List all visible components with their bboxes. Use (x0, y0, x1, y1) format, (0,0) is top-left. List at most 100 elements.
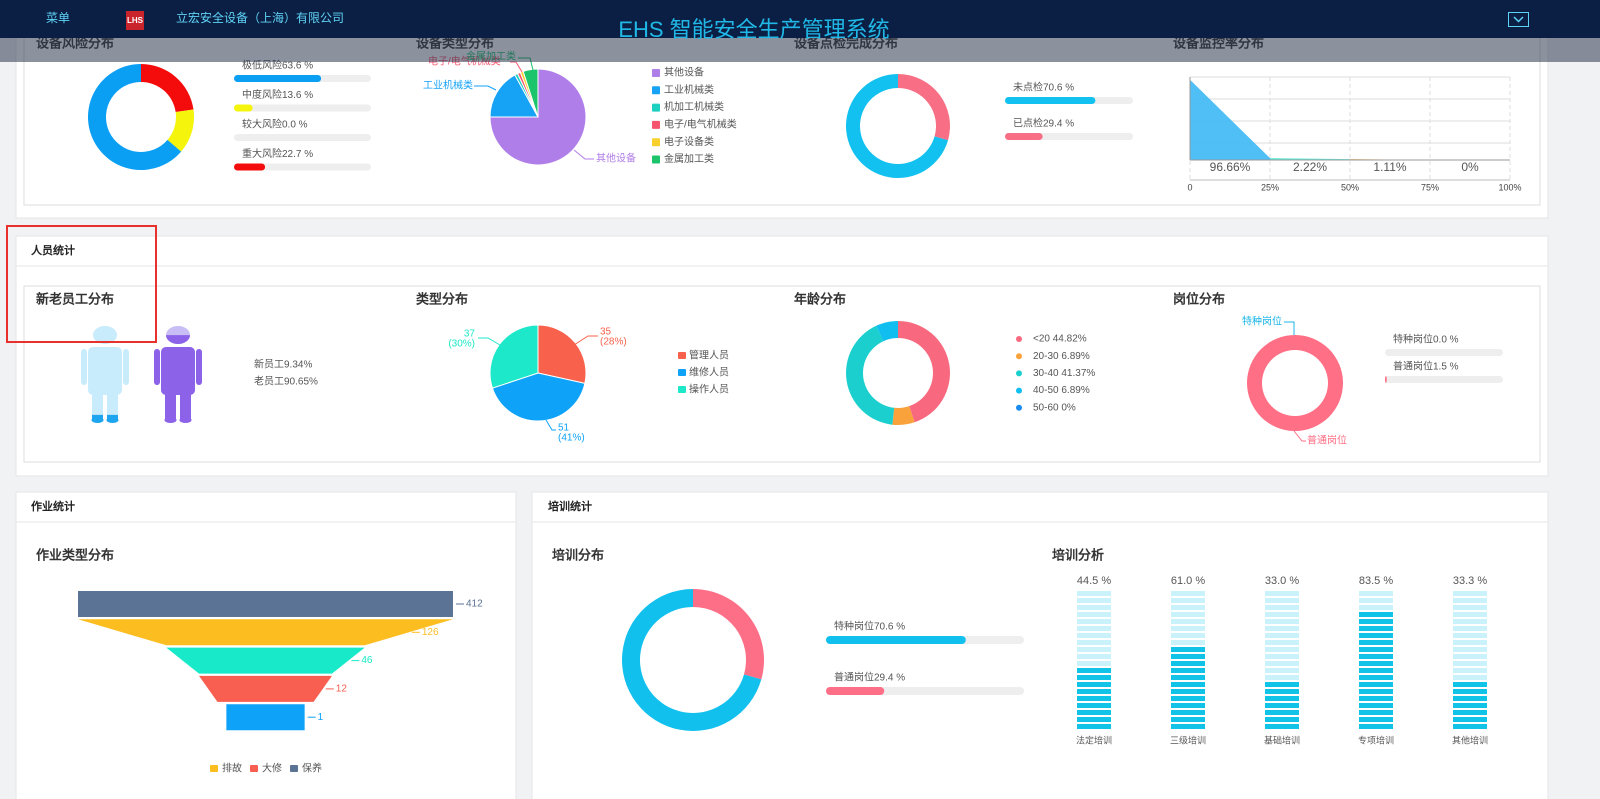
legend-label: 管理人员 (689, 349, 729, 362)
icon-part (91, 417, 104, 423)
bar-segment (1453, 689, 1487, 694)
bar-track-segment (1077, 612, 1111, 617)
bar (1453, 682, 1487, 729)
company-name: 立宏安全设备（上海）有限公司 (176, 10, 344, 25)
slice (1247, 335, 1343, 431)
legend-label: 20-30 6.89% (1033, 351, 1090, 362)
bar-track (234, 134, 371, 141)
bar-label: 未点检70.6 % (1013, 81, 1074, 94)
bar-track-segment (1265, 675, 1299, 680)
bar-segment (1265, 717, 1299, 722)
legend-label: 工业机械类 (664, 83, 714, 96)
legend-swatch (652, 155, 660, 164)
legend-label: 保养 (302, 762, 322, 775)
legend-dot (1016, 336, 1022, 342)
bar-segment (1077, 675, 1111, 680)
value-label: 44.5 % (1077, 575, 1111, 587)
x-tick-label: 其他培训 (1452, 734, 1488, 745)
system-title: EHS 智能安全生产管理系统 (618, 17, 889, 42)
callout-line (573, 335, 598, 346)
x-tick-label: 0 (1187, 182, 1192, 192)
bar-track-segment (1453, 661, 1487, 666)
pie-value: 37 (464, 329, 476, 340)
icon-part (88, 347, 122, 395)
bar-track-segment (1453, 668, 1487, 673)
bar-track (234, 104, 371, 112)
bar-segment (1359, 640, 1393, 645)
legend-swatch (250, 765, 258, 772)
bar-track-segment (1453, 654, 1487, 659)
legend-dot (1016, 370, 1022, 377)
bar (1005, 97, 1096, 104)
bar (234, 163, 266, 171)
header-bar (0, 0, 1600, 38)
icon-part (179, 417, 192, 423)
bar-segment (1171, 675, 1205, 680)
value-label: 61.0 % (1171, 575, 1205, 587)
menu-button[interactable]: 菜单 (46, 11, 70, 25)
panel-title: 作业类型分布 (36, 547, 114, 562)
panel-title: 新老员工分布 (36, 291, 114, 306)
bar-track-segment (1171, 619, 1205, 624)
legend-label: 金属加工类 (664, 152, 714, 165)
bar-segment (1171, 724, 1205, 729)
slice (876, 321, 898, 342)
x-tick-label: 专项培训 (1358, 734, 1394, 745)
bar-segment (1359, 696, 1393, 701)
icon-part (196, 349, 202, 385)
bar-segment (1171, 717, 1205, 722)
legend-label: 排故 (222, 762, 242, 775)
bar-segment (1359, 668, 1393, 673)
bar-segment (1077, 717, 1111, 722)
legend-swatch (652, 86, 660, 95)
bar-track-segment (1265, 661, 1299, 666)
panel-title: 培训分析 (1052, 547, 1104, 562)
x-tick-label: 法定培训 (1076, 734, 1112, 745)
funnel-segment (199, 675, 332, 702)
value-label: 1.11% (1373, 160, 1406, 174)
bar-track-segment (1453, 633, 1487, 638)
funnel-label: 12 (336, 684, 348, 695)
bar-segment (1359, 710, 1393, 715)
dropdown-button[interactable] (1508, 12, 1529, 27)
value-label: 33.3 % (1453, 575, 1487, 587)
bar-track-segment (1265, 654, 1299, 659)
bar-label: 重大风险22.7 % (242, 147, 313, 160)
icon-part (107, 393, 118, 420)
bar-track-segment (1077, 647, 1111, 652)
bar-segment (1359, 633, 1393, 638)
x-tick-label: 50% (1341, 182, 1359, 192)
bar-segment (1265, 724, 1299, 729)
bar-segment (1077, 703, 1111, 708)
bar-segment (1171, 689, 1205, 694)
panel-title: 年龄分布 (794, 291, 846, 306)
legend-label: 维修人员 (689, 366, 729, 379)
bar-segment (1359, 682, 1393, 687)
bar-segment (1359, 612, 1393, 617)
icon-part (93, 326, 117, 344)
pie-value: 35 (600, 327, 612, 338)
staff-label: 新员工9.34% (254, 358, 312, 371)
bar-segment (1171, 661, 1205, 666)
bar-track-segment (1453, 605, 1487, 610)
bar-label: 普通岗位1.5 % (1393, 360, 1459, 373)
bar-track (1385, 376, 1503, 383)
x-tick-label: 基础培训 (1264, 734, 1300, 745)
bar-segment (1077, 668, 1111, 673)
icon-part (154, 349, 160, 385)
bar-track-segment (1453, 612, 1487, 617)
bar-label: 普通岗位29.4 % (834, 671, 905, 684)
bar-track-segment (1359, 598, 1393, 603)
bar-segment (1077, 710, 1111, 715)
bar (1265, 682, 1299, 729)
slice (898, 321, 950, 423)
bar-track-segment (1077, 591, 1111, 596)
bar-track-segment (1171, 591, 1205, 596)
pie-percent: (28%) (600, 337, 627, 348)
slice (167, 109, 195, 152)
callout-label: 工业机械类 (423, 79, 473, 92)
logo-mark (126, 11, 144, 30)
bar-track-segment (1265, 626, 1299, 631)
callout-label: 普通岗位 (1307, 434, 1347, 447)
bar-segment (1171, 668, 1205, 673)
